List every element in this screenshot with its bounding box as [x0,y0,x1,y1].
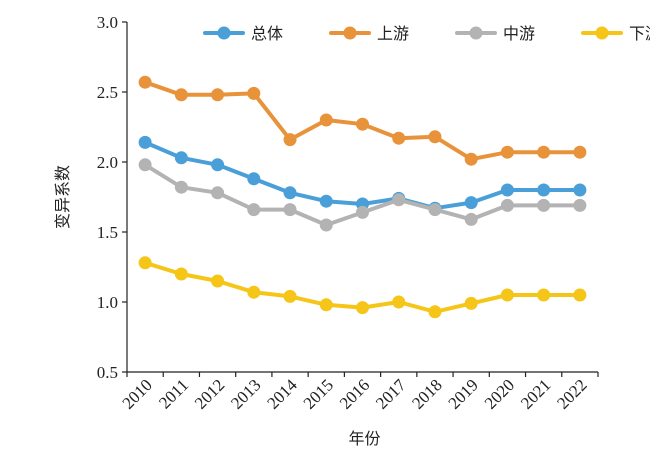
data-point [174,180,188,194]
data-point [247,285,261,299]
data-point [500,183,514,197]
y-tick-label: 1.5 [97,223,118,242]
series-上游 [138,75,587,166]
legend-swatch-marker [217,26,231,40]
x-tick-label: 2010 [118,375,155,412]
data-point [247,172,261,186]
data-point [356,301,369,315]
legend: 总体 上游 中游 下游 [203,24,650,43]
data-point [428,130,442,144]
data-point [283,133,297,147]
x-tick-label: 2017 [372,375,410,413]
x-tick-label: 2013 [227,375,264,412]
data-point [573,145,587,159]
data-point [428,305,442,319]
legend-label: 下游 [629,24,650,43]
data-point [174,151,188,165]
data-point [211,186,225,200]
data-point [174,88,188,102]
legend-item: 下游 [581,24,650,43]
data-point [319,298,333,312]
data-point [247,203,261,217]
y-tick-label: 1.0 [97,293,118,312]
data-point [211,88,225,102]
data-point [537,183,551,197]
data-point [211,274,225,288]
data-point [211,158,225,172]
data-point [283,289,297,303]
x-tick-label: 2015 [300,375,337,412]
data-point [500,145,514,159]
x-tick-label: 2022 [553,375,590,412]
data-point [138,75,152,89]
data-point [283,186,297,200]
data-point [573,288,587,302]
y-tick-label: 2.5 [97,83,118,102]
series-下游 [138,256,587,319]
data-point [428,203,442,217]
y-tick-label: 0.5 [97,363,118,382]
x-tick-label: 2020 [481,375,518,412]
x-tick-label: 2014 [263,375,301,413]
data-point [392,193,406,207]
y-tick-label: 2.0 [97,153,118,172]
y-axis-title: 变异系数 [53,165,72,229]
x-tick-label: 2016 [336,375,373,412]
y-tick-label: 3.0 [97,13,118,32]
data-point [464,296,478,310]
data-point [138,135,152,149]
data-point [319,113,333,127]
data-point [464,152,478,166]
data-point [174,267,188,281]
data-point [500,288,514,302]
series-总体 [138,135,587,215]
data-point [537,198,551,212]
legend-swatch-marker [343,26,357,40]
x-tick-label: 2018 [408,375,445,412]
data-point [573,198,587,212]
data-point [392,295,406,309]
x-tick-label: 2021 [517,375,554,412]
data-point [319,218,333,232]
data-point [356,117,369,131]
data-point [392,131,406,145]
data-point [537,288,551,302]
legend-label: 上游 [377,24,409,43]
legend-item: 上游 [329,24,409,43]
series-中游 [138,158,587,232]
data-point [573,183,587,197]
legend-item: 中游 [455,24,535,43]
x-tick-label: 2011 [155,375,192,412]
x-tick-label: 2012 [191,375,228,412]
legend-swatch-marker [469,26,483,40]
data-point [537,145,551,159]
series-layer [138,75,587,319]
data-point [138,256,152,270]
data-point [464,212,478,226]
data-point [138,158,152,172]
legend-label: 总体 [251,24,283,43]
x-axis-title: 年份 [348,429,380,448]
legend-label: 中游 [503,24,535,43]
legend-item: 总体 [203,24,283,43]
data-point [356,205,369,219]
data-point [319,194,333,208]
data-point [283,203,297,217]
data-point [500,198,514,212]
x-tick-label: 2019 [445,375,482,412]
data-point [464,196,478,210]
data-point [247,86,261,100]
legend-swatch-marker [595,26,609,40]
